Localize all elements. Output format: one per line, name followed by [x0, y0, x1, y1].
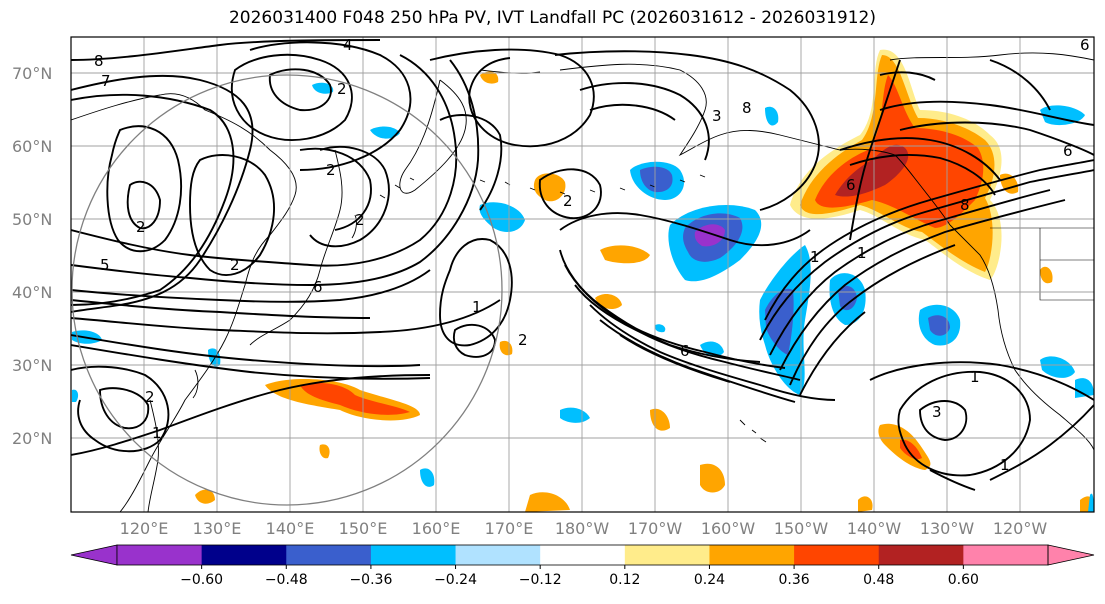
lon-label: 150°W — [774, 519, 829, 538]
lat-label-70n: 70°N — [12, 64, 52, 83]
colorbar-tick-label: 0.48 — [863, 572, 894, 588]
colorbar-segment — [794, 545, 880, 565]
colorbar-segment — [286, 545, 372, 565]
lon-label: 130°E — [193, 519, 242, 538]
colorbar-segment — [201, 545, 287, 565]
contour-label: 2 — [326, 161, 336, 179]
colorbar-tick-label: 0.12 — [609, 572, 640, 588]
contour-label: 1 — [970, 368, 980, 386]
colorbar-border — [116, 544, 1049, 566]
pv-contours — [71, 39, 1094, 491]
colorbar-tick-label: 0.60 — [948, 572, 979, 588]
colorbar-tick-label: −0.12 — [519, 572, 562, 588]
longitude-labels: 120°E 130°E 140°E 150°E 160°E 170°E 180°… — [120, 519, 1048, 538]
contour-label: 4 — [343, 36, 353, 54]
contour-label: 1 — [1000, 456, 1010, 474]
contour-label: 2 — [136, 218, 146, 236]
colorbar-segment — [963, 545, 1049, 565]
colorbar-segment — [370, 545, 457, 565]
lon-label: 130°W — [920, 519, 975, 538]
lat-label-20n: 20°N — [12, 429, 52, 448]
contour-label: 2 — [355, 211, 365, 229]
lon-label: 150°E — [339, 519, 388, 538]
lon-label: 140°W — [847, 519, 902, 538]
lon-label: 180°W — [555, 519, 610, 538]
contour-label: 3 — [932, 403, 942, 421]
contour-label: 3 — [712, 107, 722, 125]
colorbar-segment — [455, 545, 541, 565]
contour-label: 6 — [680, 342, 690, 360]
contour-label: 1 — [810, 248, 820, 266]
contour-label: 2 — [518, 331, 528, 349]
lon-label: 120°E — [120, 519, 169, 538]
lat-label-60n: 60°N — [12, 137, 52, 156]
lon-label: 140°E — [266, 519, 315, 538]
colorbar-extend-low — [70, 544, 118, 566]
contour-label: 6 — [1063, 142, 1073, 160]
contour-label: 2 — [337, 80, 347, 98]
lat-label-30n: 30°N — [12, 356, 52, 375]
contour-label: 6 — [1080, 36, 1090, 54]
colorbar-segment — [117, 545, 203, 565]
colorbar-segment — [709, 545, 795, 565]
contour-label: 8 — [742, 99, 752, 117]
contour-label: 1 — [152, 424, 162, 442]
contour-label: 8 — [94, 52, 104, 70]
lon-label: 160°W — [701, 519, 756, 538]
lat-label-40n: 40°N — [12, 283, 52, 302]
plot-title: 2026031400 F048 250 hPa PV, IVT Landfall… — [228, 8, 876, 28]
contour-labels: 8 7 4 2 2 2 2 5 6 1 2 6 1 3 1 2 1 1 6 1 … — [94, 36, 1090, 474]
lat-label-50n: 50°N — [12, 210, 52, 229]
latitude-labels: 70°N 60°N 50°N 40°N 30°N 20°N — [12, 64, 52, 448]
contour-label: 6 — [846, 176, 856, 194]
contour-label: 6 — [313, 278, 323, 296]
colorbar-tick-label: 0.24 — [694, 572, 725, 588]
contour-label: 1 — [472, 298, 482, 316]
target-region-circle — [71, 74, 503, 506]
colorbar-tick-label: −0.24 — [434, 572, 477, 588]
colorbar-tick-label: −0.36 — [349, 572, 392, 588]
lon-label: 170°W — [628, 519, 683, 538]
colorbar-tick-label: −0.60 — [180, 572, 223, 588]
contour-label: 1 — [857, 244, 867, 262]
colorbar-segment — [624, 545, 710, 565]
colorbar-segment — [878, 545, 964, 565]
colorbar-extend-high — [1047, 544, 1095, 566]
lon-label: 160°E — [412, 519, 461, 538]
lon-label: 120°W — [993, 519, 1048, 538]
contour-label: 7 — [101, 72, 111, 90]
contour-label: 2 — [230, 256, 240, 274]
contour-label: 5 — [100, 256, 110, 274]
colorbar-tick-label: 0.36 — [779, 572, 810, 588]
contour-label: 2 — [145, 388, 155, 406]
colorbar-segment — [540, 545, 626, 565]
contour-label: 2 — [563, 192, 573, 210]
colorbar-tick-label: −0.48 — [265, 572, 308, 588]
lon-label: 170°E — [485, 519, 534, 538]
map-frame — [70, 36, 1095, 513]
contour-label: 8 — [960, 196, 970, 214]
colorbar: −0.60 −0.48 −0.36 −0.24 −0.12 0.12 0.24 0.36 0.4… — [70, 544, 1095, 588]
